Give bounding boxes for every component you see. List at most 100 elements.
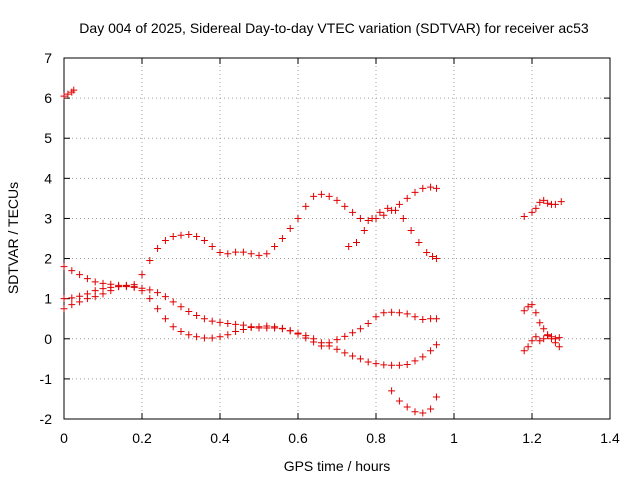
data-point-marker — [544, 199, 552, 207]
data-point-marker — [432, 341, 440, 349]
data-point-marker — [544, 332, 552, 340]
data-point-marker — [138, 271, 146, 279]
data-point-marker — [115, 283, 123, 291]
data-point-marker — [395, 397, 403, 405]
data-point-marker — [294, 330, 302, 338]
data-point-marker — [520, 307, 528, 315]
data-point-marker — [427, 183, 435, 191]
data-point-marker — [395, 309, 403, 317]
data-point-marker — [388, 308, 396, 316]
data-point-marker — [200, 237, 208, 245]
data-point-marker — [317, 190, 325, 198]
data-point-marker — [216, 249, 224, 257]
data-point-marker — [341, 202, 349, 210]
data-point-marker — [70, 86, 78, 94]
data-point-marker — [208, 317, 216, 325]
data-point-marker — [349, 208, 357, 216]
data-point-marker — [83, 275, 91, 283]
y-tick-label: 5 — [44, 130, 52, 146]
data-point-marker — [380, 309, 388, 317]
data-point-marker — [177, 328, 185, 336]
data-point-marker — [356, 325, 364, 333]
data-point-marker — [99, 285, 107, 293]
data-point-marker — [555, 343, 563, 351]
data-point-marker — [376, 208, 384, 216]
data-point-marker — [247, 324, 255, 332]
data-point-marker — [432, 393, 440, 401]
data-point-marker — [169, 323, 177, 331]
data-point-marker — [427, 405, 435, 413]
data-point-marker — [345, 243, 353, 251]
data-point-marker — [380, 361, 388, 369]
data-point-marker — [419, 184, 427, 192]
data-point-marker — [263, 322, 271, 330]
series-track-h — [520, 301, 563, 351]
data-point-marker — [411, 357, 419, 365]
data-point-marker — [388, 387, 396, 395]
data-point-marker — [107, 283, 115, 291]
y-tick-label: 7 — [44, 50, 52, 66]
data-point-marker — [216, 333, 224, 341]
data-point-marker — [407, 226, 415, 234]
data-point-marker — [83, 290, 91, 298]
data-point-marker — [138, 287, 146, 295]
data-point-marker — [208, 334, 216, 342]
data-point-marker — [349, 329, 357, 337]
data-point-marker — [263, 250, 271, 258]
data-point-marker — [232, 248, 240, 256]
data-point-marker — [255, 323, 263, 331]
y-tick-label: -2 — [40, 411, 53, 427]
data-point-marker — [427, 347, 435, 355]
data-point-marker — [432, 315, 440, 323]
plot-frame — [63, 57, 611, 420]
y-axis-label: SDTVAR / TECUs — [5, 182, 21, 294]
series-track-d — [60, 183, 440, 303]
data-point-marker — [76, 271, 84, 279]
data-point-marker — [540, 196, 548, 204]
data-point-marker — [161, 293, 169, 301]
data-point-marker — [540, 325, 548, 333]
data-point-marker — [224, 331, 232, 339]
data-point-marker — [364, 216, 372, 224]
data-point-marker — [310, 338, 318, 346]
data-point-marker — [520, 212, 528, 220]
data-point-marker — [325, 339, 333, 347]
data-point-marker — [356, 355, 364, 363]
data-point-marker — [333, 336, 341, 344]
data-point-marker — [341, 349, 349, 357]
data-point-marker — [146, 257, 154, 265]
data-point-marker — [68, 301, 76, 309]
data-point-marker — [524, 303, 532, 311]
data-point-marker — [146, 295, 154, 303]
data-point-marker — [278, 235, 286, 242]
data-point-marker — [360, 226, 368, 234]
data-point-marker — [302, 334, 310, 342]
data-point-marker — [395, 361, 403, 369]
data-point-marker — [415, 239, 423, 247]
x-tick-label: 0 — [60, 430, 68, 446]
data-point-marker — [216, 318, 224, 326]
data-point-marker — [548, 333, 555, 341]
data-point-marker — [423, 249, 431, 257]
data-marks — [60, 86, 565, 417]
data-point-marker — [224, 320, 232, 328]
series-track-c — [60, 281, 440, 350]
data-point-marker — [68, 294, 76, 302]
data-point-marker — [310, 192, 318, 200]
y-tick-label: 3 — [44, 210, 52, 226]
data-point-marker — [427, 315, 435, 323]
chart-title: Day 004 of 2025, Sidereal Day-to-day VTE… — [79, 20, 589, 36]
data-point-marker — [411, 408, 419, 416]
data-point-marker — [395, 200, 403, 208]
data-point-marker — [341, 332, 349, 340]
data-point-marker — [154, 289, 162, 297]
data-point-marker — [557, 198, 565, 206]
data-point-marker — [91, 287, 99, 295]
data-point-marker — [239, 248, 247, 256]
series-track-e — [345, 204, 440, 263]
data-point-marker — [432, 184, 440, 192]
data-point-marker — [224, 250, 232, 258]
data-point-marker — [200, 315, 208, 323]
